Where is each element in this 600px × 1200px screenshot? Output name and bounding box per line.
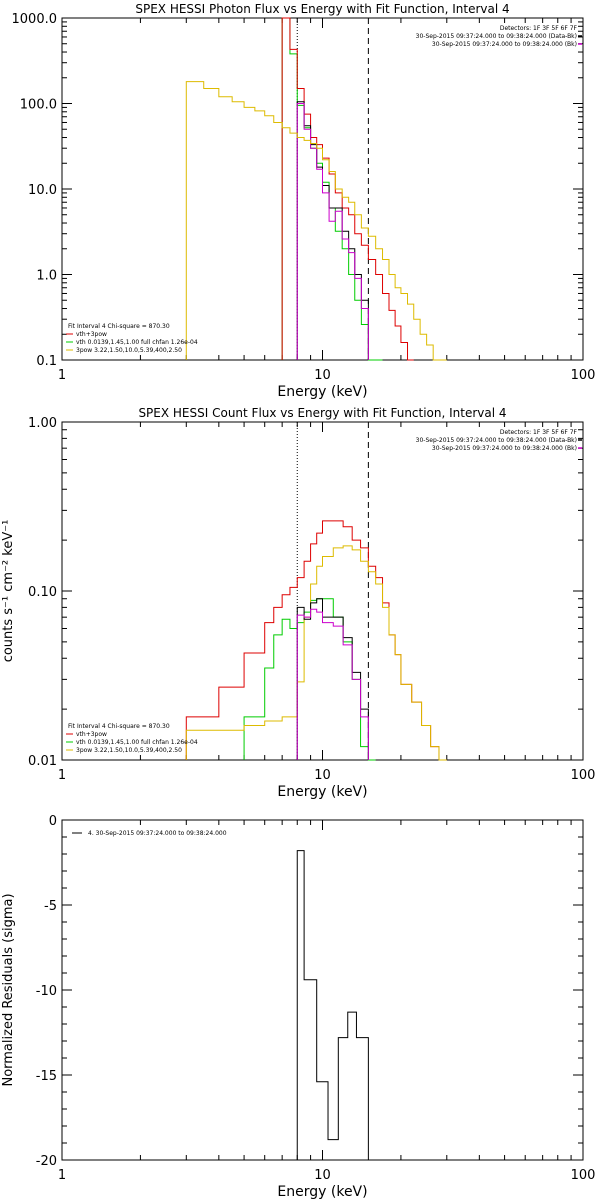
series-vth-3pow-line — [281, 17, 414, 361]
header-annotation-line: Detectors: 1F 3F 5F 6F 7F — [500, 25, 578, 32]
legend-entry: vth 0.0139,1.45,1.00 full chfan 1.26e-04 — [76, 739, 198, 746]
series-bk-line — [296, 608, 369, 760]
plot-frame — [61, 819, 584, 1161]
y-axis-label: counts s⁻¹ cm⁻² keV⁻¹ — [1, 520, 16, 663]
x-tick-label: 1 — [58, 768, 66, 783]
x-tick-label: 100 — [571, 1168, 596, 1183]
legend-entry: Fit Interval 4 Chi-square = 870.30 — [68, 723, 170, 730]
x-tick-label: 100 — [571, 768, 596, 783]
chart-title: SPEX HESSI Photon Flux vs Energy with Fi… — [135, 2, 509, 16]
y-tick-label: 10.0 — [28, 183, 57, 198]
y-tick-label: 100.0 — [20, 98, 57, 113]
x-tick-label: 10 — [314, 768, 331, 783]
x-axis-label: Energy (keV) — [277, 384, 367, 400]
y-tick-label: 0.10 — [28, 585, 57, 600]
legend-entry: vth+3pow — [76, 331, 107, 338]
header-annotation-line: 30-Sep-2015 09:37:24.000 to 09:38:24.000… — [432, 41, 577, 48]
series-3pow-line — [185, 545, 447, 761]
y-tick-label: -10 — [36, 984, 57, 999]
header-annotation-line: 30-Sep-2015 09:37:24.000 to 09:38:24.000… — [416, 33, 577, 40]
y-tick-label: -20 — [36, 1154, 57, 1169]
y-tick-label: 1000.0 — [12, 12, 58, 27]
x-tick-label: 1 — [58, 368, 66, 383]
chart-panel-1: SPEX HESSI Photon Flux vs Energy with Fi… — [12, 2, 596, 400]
legend-entry: 3pow 3.22,1.50,10.0,5.39,400,2.50 — [76, 347, 182, 354]
y-tick-label: 0 — [49, 814, 57, 829]
x-axis-label: Energy (keV) — [277, 784, 367, 800]
x-tick-label: 100 — [571, 368, 596, 383]
legend-entry: 4. 30-Sep-2015 09:37:24.000 to 09:38:24.… — [88, 830, 227, 837]
x-tick-label: 10 — [314, 368, 331, 383]
chart-title: SPEX HESSI Count Flux vs Energy with Fit… — [138, 406, 506, 420]
y-tick-label: 0.01 — [28, 754, 57, 769]
header-annotation-line: 30-Sep-2015 09:37:24.000 to 09:38:24.000… — [416, 437, 577, 444]
y-tick-label: 1.0 — [36, 269, 57, 284]
chart-panel-2: SPEX HESSI Count Flux vs Energy with Fit… — [1, 406, 595, 800]
series-3pow-line — [185, 81, 447, 361]
header-annotation-line: 30-Sep-2015 09:37:24.000 to 09:38:24.000… — [432, 445, 577, 452]
header-annotation-line: Detectors: 1F 3F 5F 6F 7F — [500, 429, 578, 436]
legend-entry: 3pow 3.22,1.50,10.0,5.39,400,2.50 — [76, 747, 182, 754]
legend-entry: vth+3pow — [76, 731, 107, 738]
legend-entry: Fit Interval 4 Chi-square = 870.30 — [68, 323, 170, 330]
y-tick-label: -5 — [44, 899, 57, 914]
y-tick-label: 1.00 — [28, 416, 57, 431]
series-residuals-line — [296, 850, 369, 1160]
y-axis-label: Normalized Residuals (sigma) — [1, 893, 16, 1086]
chart-panel-3: 1 10 100 Energy (keV) 0 -5 -10 -15 -20 Normalized… — [1, 814, 595, 1200]
series-vth-3pow-line — [185, 520, 447, 761]
legend-entry: vth 0.0139,1.45,1.00 full chfan 1.26e-04 — [76, 339, 198, 346]
series-bk-line — [296, 103, 369, 360]
x-tick-label: 10 — [314, 1168, 331, 1183]
x-tick-label: 1 — [58, 1168, 66, 1183]
x-axis-label: Energy (keV) — [277, 1184, 367, 1200]
plot-frame — [61, 421, 584, 761]
y-tick-label: 0.1 — [36, 354, 57, 369]
y-tick-label: -15 — [36, 1069, 57, 1084]
